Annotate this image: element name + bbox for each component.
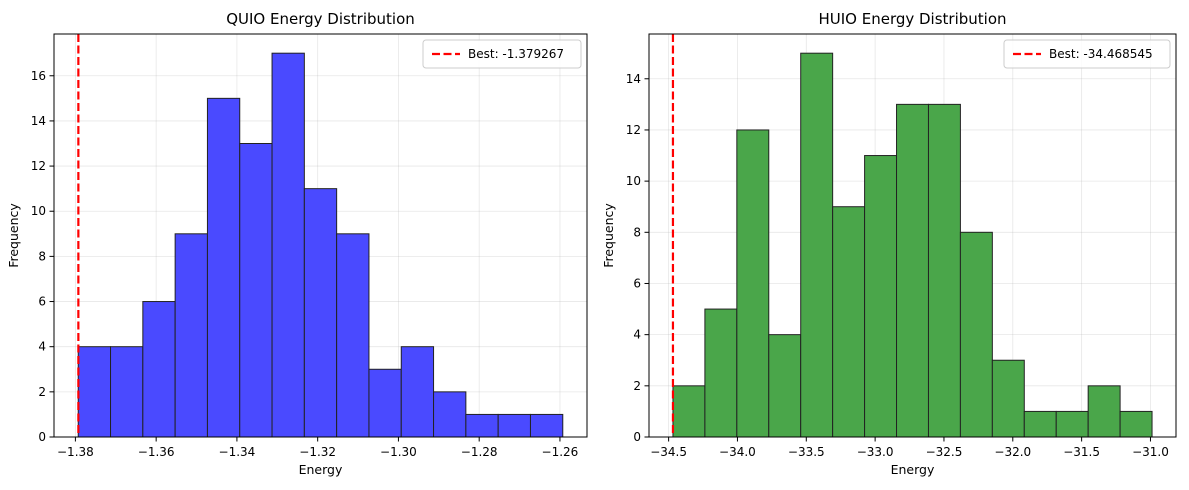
y-tick-label: 8 [633,225,641,239]
y-tick-label: 12 [31,159,46,173]
x-tick-label: −33.5 [788,445,825,459]
x-tick-label: −1.34 [219,445,256,459]
histogram-bar [110,346,144,438]
histogram-bar [959,231,993,438]
x-tick-label: −32.5 [926,445,963,459]
histogram-bar [142,301,176,438]
legend-box [1003,39,1171,69]
axes-frame [53,33,588,438]
legend-label: Best: -34.468545 [1049,47,1153,61]
x-tick-label: −1.28 [461,445,498,459]
y-tick-label: 8 [38,249,46,263]
histogram-bar [400,346,435,438]
legend: Best: -1.379267 [422,39,582,69]
bars [672,52,1153,438]
x-axis-label: Energy [299,462,343,477]
x-axis-label: Energy [891,462,935,477]
y-tick-label: 2 [38,385,46,399]
histogram-bar [1087,385,1121,438]
y-tick-label: 10 [31,204,46,218]
x-tick-label: −34.5 [650,445,687,459]
y-tick-label: 12 [626,123,641,137]
histogram-bar [896,103,929,438]
y-tick-label: 10 [626,174,641,188]
histogram-bar [768,334,802,438]
histogram-bar [704,308,738,438]
x-tick-label: −1.38 [57,445,94,459]
y-axis-label: Frequency [601,203,616,268]
histogram-bar [864,155,898,438]
histogram-bar [239,142,273,438]
x-tick-label: −31.0 [1132,445,1169,459]
legend: Best: -34.468545 [1003,39,1171,69]
y-tick-label: 16 [31,69,46,83]
histogram-bar [303,188,338,438]
x-tick-label: −33.0 [857,445,894,459]
bars [77,52,564,438]
histogram-bar [1055,410,1089,438]
y-tick-label: 4 [38,340,46,354]
y-tick-label: 6 [633,276,641,290]
y-tick-label: 4 [633,328,641,342]
histogram-bar [832,206,866,438]
y-tick-label: 2 [633,379,641,393]
histogram-bar [77,346,112,438]
histogram-bar [271,52,305,438]
histogram-bar [529,413,564,438]
histogram-bar [336,233,370,438]
histogram-bar [991,359,1025,438]
y-tick-label: 0 [38,430,46,444]
histogram-bar [368,368,402,438]
x-tick-label: −1.36 [138,445,175,459]
x-tick-label: −31.5 [1063,445,1100,459]
y-tick-label: 14 [626,72,641,86]
histogram-bar [736,129,770,438]
chart-title: QUIO Energy Distribution [226,10,415,28]
y-tick-label: 6 [38,295,46,309]
chart-title: HUIO Energy Distribution [818,10,1006,28]
histogram-bar [1023,410,1057,438]
axes-frame [648,33,1177,438]
histogram-bar [497,413,531,438]
histogram-bar [465,413,499,438]
y-tick-label: 14 [31,114,46,128]
histogram-bar [433,391,467,438]
chart-panel-2: −34.5 −34.0 −33.5 −33.0 −32.5 −32.0 −31.5 −31.0… [601,10,1177,477]
y-axis-label: Frequency [6,203,21,268]
x-tick-label: −1.30 [380,445,417,459]
x-tick-label: −1.32 [299,445,336,459]
x-tick-label: −32.0 [994,445,1031,459]
legend-box [422,39,582,69]
histogram-bar [1119,410,1153,438]
histogram-bar [927,103,961,438]
histogram-bar [672,385,706,438]
legend-label: Best: -1.379267 [468,47,564,61]
x-tick-label: −34.0 [719,445,756,459]
y-tick-label: 0 [633,430,641,444]
histogram-bar [174,233,208,438]
x-tick-label: −1.26 [542,445,579,459]
histogram-bar [206,97,241,438]
chart-panel-1: −1.38 −1.36 −1.34 −1.32 −1.30 −1.28 −1.26 0 2 4 6 8… [6,10,588,477]
histogram-bar [800,52,834,438]
